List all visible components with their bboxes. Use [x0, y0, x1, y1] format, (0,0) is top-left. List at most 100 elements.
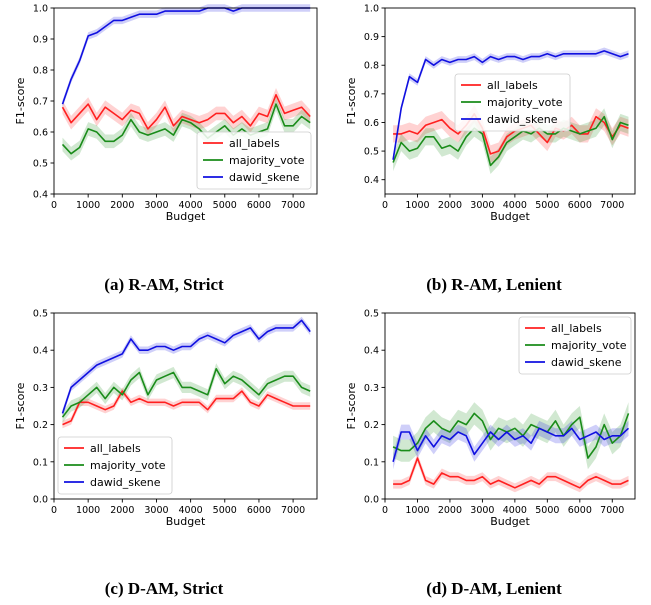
y-tick-label: 0.4 [33, 190, 48, 201]
chart-b: 0 1000 2000 3000 4000 5000 6000 7000 0.4 0.5 0.6 0.… [345, 4, 636, 294]
y-tick-label: 0.5 [33, 309, 48, 320]
legend-label-dawid_skene: dawid_skene [90, 476, 161, 489]
subfigure-caption: (d) D-AM, Lenient [426, 579, 562, 598]
legend-label-all_labels: all_labels [487, 79, 538, 92]
x-tick-label: 3000 [470, 505, 494, 516]
legend-box [196, 131, 312, 190]
legend-label-all_labels: all_labels [90, 442, 141, 455]
y-tick-label: 0.9 [33, 35, 48, 46]
x-axis-label: Budget [490, 515, 530, 528]
legend-b: all_labels majority_vote dawid_skene [454, 73, 571, 132]
legend-c: all_labels majority_vote dawid_skene [57, 436, 173, 495]
y-tick-label: 0.9 [364, 32, 379, 43]
plot-frame-d [384, 312, 636, 500]
x-tick-label: 6000 [568, 505, 592, 516]
band-dawid_skene-c [62, 316, 311, 418]
legend-label-dawid_skene: dawid_skene [487, 113, 558, 126]
series-line-dawid_skene-a [61, 7, 311, 105]
y-tick-label: 0.4 [364, 175, 379, 186]
series-line-all_labels-a [61, 94, 311, 130]
x-axis-label: Budget [490, 210, 530, 223]
legend-box [57, 436, 173, 495]
legend-label-dawid_skene: dawid_skene [551, 356, 622, 369]
x-tick-label: 7000 [600, 505, 624, 516]
y-tick-label: 0.8 [364, 61, 379, 72]
plot-frame-c [53, 312, 318, 500]
x-tick-label: 3000 [144, 200, 168, 211]
x-tick-label: 7000 [600, 200, 624, 211]
y-tick-label: 0.2 [33, 420, 48, 431]
x-tick-label: 0 [382, 200, 388, 211]
legend-d: all_labels majority_vote dawid_skene [518, 316, 632, 375]
series-line-majority_vote-d [392, 412, 630, 459]
x-tick-label: 1000 [405, 200, 429, 211]
x-tick-label: 2000 [438, 200, 462, 211]
x-tick-label: 0 [51, 200, 57, 211]
x-tick-label: 1000 [76, 505, 100, 516]
x-tick-label: 6000 [247, 200, 271, 211]
band-dawid_skene-a [62, 4, 311, 108]
legend-label-majority_vote: majority_vote [551, 339, 627, 352]
y-tick-label: 0.5 [364, 147, 379, 158]
y-tick-label: 0.3 [364, 383, 379, 394]
y-tick-label: 0.0 [33, 495, 48, 506]
x-tick-label: 4000 [179, 505, 203, 516]
x-axis-label: Budget [166, 210, 206, 223]
y-tick-label: 0.6 [33, 128, 48, 139]
y-tick-label: 0.4 [364, 346, 379, 357]
x-tick-label: 5000 [213, 200, 237, 211]
x-tick-label: 7000 [281, 505, 305, 516]
x-tick-label: 5000 [213, 505, 237, 516]
x-tick-label: 1000 [405, 505, 429, 516]
legend-a: all_labels majority_vote dawid_skene [196, 131, 312, 190]
y-tick-label: 0.6 [364, 118, 379, 129]
series-line-dawid_skene-b [392, 50, 629, 160]
series-line-majority_vote-a [61, 103, 311, 155]
y-axis-label: F1-score [345, 382, 358, 429]
band-majority_vote-a [62, 97, 311, 161]
y-tick-label: 0.3 [33, 383, 48, 394]
y-tick-label: 0.2 [364, 420, 379, 431]
band-all_labels-c [62, 387, 311, 429]
y-axis-label: F1-score [14, 77, 27, 124]
legend-label-all_labels: all_labels [229, 137, 280, 150]
y-tick-label: 1.0 [33, 4, 48, 15]
y-tick-label: 0.7 [33, 97, 48, 108]
y-tick-label: 0.5 [33, 159, 48, 170]
x-tick-label: 3000 [144, 505, 168, 516]
y-tick-label: 0.5 [364, 309, 379, 320]
y-tick-label: 0.8 [33, 66, 48, 77]
x-tick-label: 3000 [470, 200, 494, 211]
series-line-majority_vote-b [392, 115, 629, 167]
x-tick-label: 6000 [247, 505, 271, 516]
band-dawid_skene-d [393, 420, 629, 470]
chart-a: 0 1000 2000 3000 4000 5000 6000 7000 0.4 0.5 0.6 0.… [14, 4, 318, 294]
series-line-all_labels-d [393, 457, 629, 489]
x-tick-label: 1000 [76, 200, 100, 211]
y-axis-label: F1-score [345, 77, 358, 124]
y-tick-label: 1.0 [364, 4, 379, 15]
subfigure-caption: (a) R-AM, Strict [104, 275, 224, 294]
x-tick-label: 4000 [179, 200, 203, 211]
subfigure-caption: (c) D-AM, Strict [105, 579, 224, 598]
x-tick-label: 6000 [568, 200, 592, 211]
series-line-majority_vote-c [61, 368, 311, 418]
x-tick-label: 2000 [110, 200, 134, 211]
series-line-dawid_skene-c [61, 319, 311, 414]
legend-box [518, 316, 632, 375]
y-tick-label: 0.4 [33, 346, 48, 357]
x-tick-label: 2000 [110, 505, 134, 516]
x-tick-label: 5000 [535, 200, 559, 211]
x-axis-label: Budget [166, 515, 206, 528]
x-tick-label: 2000 [438, 505, 462, 516]
y-tick-label: 0.1 [364, 457, 379, 468]
y-tick-label: 0.1 [33, 457, 48, 468]
x-tick-label: 4000 [503, 505, 527, 516]
x-tick-label: 4000 [503, 200, 527, 211]
chart-c: 0 1000 2000 3000 4000 5000 6000 7000 0.0 0.1 0.2 0.… [14, 309, 318, 598]
legend-label-dawid_skene: dawid_skene [229, 171, 300, 184]
plot-frame-b [384, 7, 636, 195]
legend-label-majority_vote: majority_vote [90, 459, 166, 472]
series-line-dawid_skene-d [392, 427, 630, 463]
